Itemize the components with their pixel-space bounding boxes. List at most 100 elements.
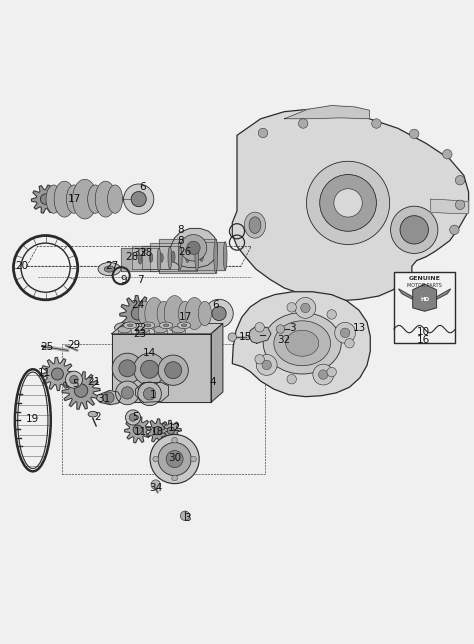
Ellipse shape <box>145 298 164 330</box>
Ellipse shape <box>157 249 161 271</box>
Circle shape <box>151 480 160 489</box>
Circle shape <box>180 511 190 520</box>
Circle shape <box>450 225 459 234</box>
Circle shape <box>131 307 144 320</box>
Text: 5: 5 <box>72 379 79 390</box>
Circle shape <box>158 355 188 385</box>
Polygon shape <box>178 242 225 270</box>
Circle shape <box>456 176 465 185</box>
Ellipse shape <box>154 327 167 333</box>
Text: 17: 17 <box>67 194 81 204</box>
Ellipse shape <box>263 312 341 374</box>
Circle shape <box>313 365 334 385</box>
Ellipse shape <box>168 247 172 269</box>
Circle shape <box>228 333 237 341</box>
Text: 7: 7 <box>137 276 144 285</box>
Ellipse shape <box>149 253 153 262</box>
Circle shape <box>167 427 174 434</box>
Polygon shape <box>249 326 271 343</box>
Circle shape <box>52 368 64 380</box>
Text: 3: 3 <box>184 513 191 523</box>
Text: 19: 19 <box>26 414 39 424</box>
Ellipse shape <box>274 321 330 366</box>
Ellipse shape <box>120 325 128 330</box>
Ellipse shape <box>185 298 204 330</box>
Circle shape <box>141 360 158 378</box>
Circle shape <box>319 175 376 231</box>
Polygon shape <box>121 249 159 271</box>
Polygon shape <box>160 421 181 441</box>
Text: 20: 20 <box>15 261 28 271</box>
Ellipse shape <box>136 327 149 333</box>
Ellipse shape <box>185 249 189 263</box>
Text: 8: 8 <box>177 225 183 235</box>
Ellipse shape <box>286 330 319 356</box>
Circle shape <box>258 128 268 138</box>
Ellipse shape <box>249 217 261 233</box>
Circle shape <box>154 426 162 435</box>
Ellipse shape <box>163 324 169 327</box>
Circle shape <box>65 371 82 388</box>
Text: 2: 2 <box>94 412 101 422</box>
Circle shape <box>345 339 354 348</box>
Text: 29: 29 <box>67 339 81 350</box>
Ellipse shape <box>95 181 116 217</box>
Circle shape <box>400 216 428 244</box>
Ellipse shape <box>244 212 265 238</box>
Text: 27: 27 <box>105 261 118 271</box>
Text: MOTOR PARTS: MOTOR PARTS <box>407 283 442 288</box>
Text: 8: 8 <box>177 236 183 246</box>
Ellipse shape <box>104 266 115 272</box>
Ellipse shape <box>146 324 151 327</box>
Ellipse shape <box>73 179 97 219</box>
Polygon shape <box>112 334 211 402</box>
Polygon shape <box>159 239 216 273</box>
Text: 22: 22 <box>134 323 147 333</box>
Circle shape <box>334 189 362 217</box>
Circle shape <box>255 323 264 332</box>
Ellipse shape <box>171 251 175 263</box>
Circle shape <box>191 456 196 462</box>
Text: 4: 4 <box>209 377 216 388</box>
Circle shape <box>153 456 158 462</box>
Text: 24: 24 <box>131 301 145 310</box>
Text: 6: 6 <box>139 182 146 193</box>
Polygon shape <box>31 185 60 213</box>
Text: 3: 3 <box>290 323 296 333</box>
Circle shape <box>205 299 233 328</box>
Ellipse shape <box>108 185 123 213</box>
Circle shape <box>299 118 308 128</box>
Circle shape <box>307 161 390 245</box>
Polygon shape <box>120 296 156 332</box>
Text: 28: 28 <box>140 249 153 258</box>
Circle shape <box>340 328 350 337</box>
Text: 15: 15 <box>239 332 252 342</box>
Ellipse shape <box>177 322 191 328</box>
Circle shape <box>116 381 139 404</box>
Text: 12: 12 <box>168 423 181 433</box>
Circle shape <box>172 475 177 481</box>
Ellipse shape <box>200 250 203 261</box>
Ellipse shape <box>46 185 61 213</box>
Text: 31: 31 <box>97 393 110 404</box>
Circle shape <box>256 355 277 375</box>
Ellipse shape <box>223 242 227 270</box>
Ellipse shape <box>214 239 218 273</box>
Polygon shape <box>112 323 223 334</box>
Circle shape <box>119 360 136 377</box>
Circle shape <box>319 370 328 379</box>
Circle shape <box>164 362 182 379</box>
FancyBboxPatch shape <box>394 272 456 343</box>
Circle shape <box>212 307 226 321</box>
Ellipse shape <box>138 255 142 264</box>
Circle shape <box>276 325 285 334</box>
Circle shape <box>70 375 78 384</box>
Circle shape <box>131 191 146 207</box>
Circle shape <box>172 437 177 443</box>
Polygon shape <box>41 357 74 390</box>
Circle shape <box>255 355 264 364</box>
Text: 13: 13 <box>353 323 366 333</box>
Ellipse shape <box>88 185 103 213</box>
Ellipse shape <box>124 322 137 328</box>
Polygon shape <box>413 284 437 311</box>
